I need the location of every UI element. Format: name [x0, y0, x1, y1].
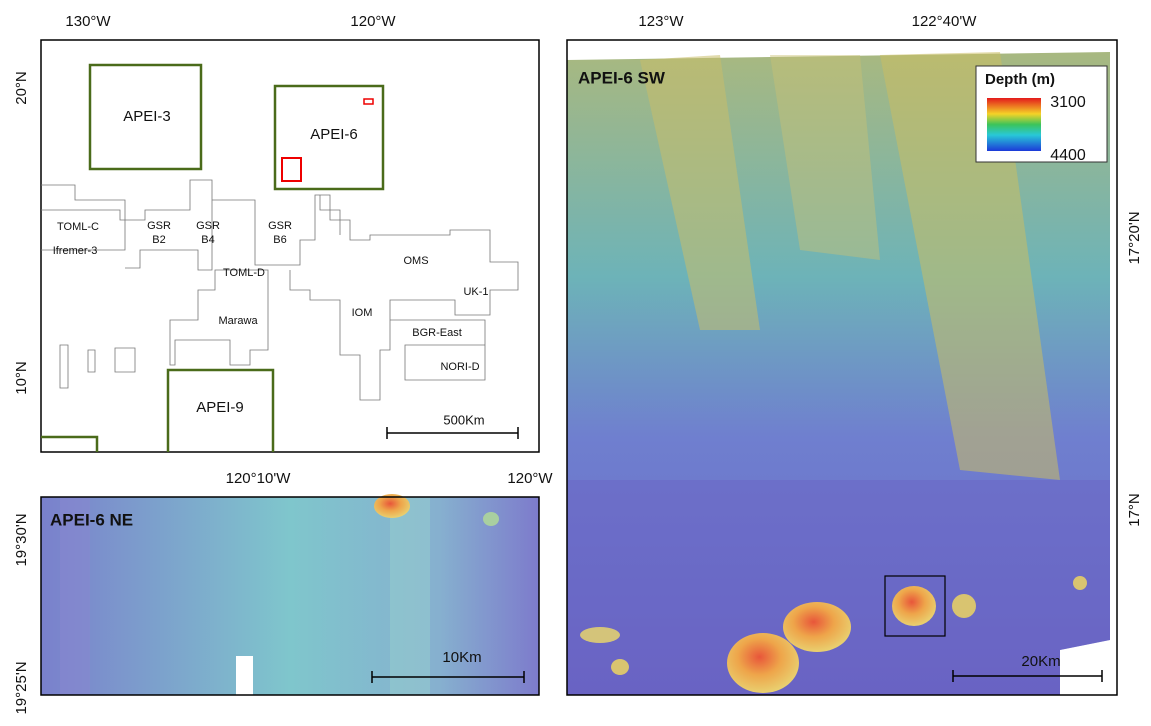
- legend-label: 4400: [1050, 147, 1086, 164]
- contractor-label: Marawa: [218, 315, 258, 327]
- scale-label: 10Km: [442, 649, 481, 666]
- ne-frame: [40, 496, 540, 696]
- lat-label: 10°N: [13, 361, 30, 395]
- study-box: [281, 157, 302, 182]
- lat-label: 17°N: [1126, 493, 1143, 527]
- contractor-label: GSR: [196, 220, 220, 232]
- contractor-label: Ifremer-3: [53, 245, 98, 257]
- apei-outline: [273, 84, 385, 191]
- inset-box: [884, 575, 946, 637]
- contractor-label: TOML-C: [57, 221, 99, 233]
- scale-bar: [952, 670, 1103, 682]
- contractor-label: BGR-East: [412, 327, 462, 339]
- ridge: [60, 497, 90, 695]
- deep: [567, 480, 1110, 695]
- contractor-label: B2: [152, 234, 165, 246]
- no-data: [236, 656, 253, 695]
- seamount: [952, 594, 976, 618]
- overview-frame: [40, 39, 540, 453]
- ridge: [640, 55, 760, 330]
- ne-panel: APEI-6 NE 120°10'W 120°W 19°30'N 19°25'N…: [13, 470, 553, 715]
- lon-label: 120°10'W: [226, 470, 292, 487]
- contractor-label: GSR: [147, 220, 171, 232]
- lat-label: 20°N: [13, 71, 30, 105]
- sw-frame: [566, 39, 1118, 696]
- lat-label: 19°30'N: [13, 513, 30, 566]
- scale-bar: [371, 671, 525, 683]
- study-box: [363, 98, 374, 105]
- scale-label: 500Km: [443, 412, 484, 427]
- lon-label: 130°W: [65, 13, 111, 30]
- lon-label: 120°W: [350, 13, 396, 30]
- seamount: [727, 633, 799, 693]
- area-label: APEI-3: [123, 108, 171, 125]
- contractor-label: GSR: [268, 220, 292, 232]
- contractor-label: B4: [201, 234, 214, 246]
- legend-label: 3100: [1050, 94, 1086, 111]
- contractor-outlines: [41, 179, 519, 401]
- colorbar: [987, 98, 1041, 151]
- overview-panel: 130°W 120°W 20°N 10°N APEI-3 APEI-6 APEI…: [13, 13, 540, 453]
- panel-title: APEI-6 NE: [50, 510, 133, 529]
- legend: Depth (m) 3100 4400: [975, 65, 1108, 164]
- contractor-label: TOML-D: [223, 267, 265, 279]
- apei-outline: [41, 435, 99, 452]
- seamount: [483, 512, 499, 526]
- sw-panel: APEI-6 SW 123°W 122°40'W 17°20'N 17°N De…: [566, 13, 1143, 696]
- ridge: [390, 497, 430, 695]
- lat-label: 17°20'N: [1126, 211, 1143, 264]
- lon-label: 120°W: [507, 470, 553, 487]
- area-label: APEI-9: [196, 399, 244, 416]
- lon-label: 123°W: [638, 13, 684, 30]
- panel-title: APEI-6 SW: [578, 68, 666, 87]
- scale-label: 20Km: [1021, 653, 1060, 670]
- seamount: [783, 602, 851, 652]
- apei-outline: [88, 63, 203, 171]
- contractor-label: UK-1: [463, 286, 488, 298]
- contractor-label: IOM: [352, 307, 373, 319]
- legend-title: Depth (m): [985, 71, 1055, 88]
- seamount: [611, 659, 629, 675]
- contractor-label: B6: [273, 234, 286, 246]
- seamount: [580, 627, 620, 643]
- lon-label: 122°40'W: [912, 13, 978, 30]
- contractor-label: NORI-D: [440, 361, 479, 373]
- scale-bar: [386, 427, 519, 439]
- ridge: [770, 55, 880, 260]
- area-label: APEI-6: [310, 126, 358, 143]
- apei-outline: [166, 368, 275, 452]
- seamount: [1073, 576, 1087, 590]
- seamount: [374, 494, 410, 518]
- lat-label: 19°25'N: [13, 661, 30, 714]
- contractor-label: OMS: [403, 255, 428, 267]
- bathymetry: [41, 497, 539, 695]
- seamount: [892, 586, 936, 626]
